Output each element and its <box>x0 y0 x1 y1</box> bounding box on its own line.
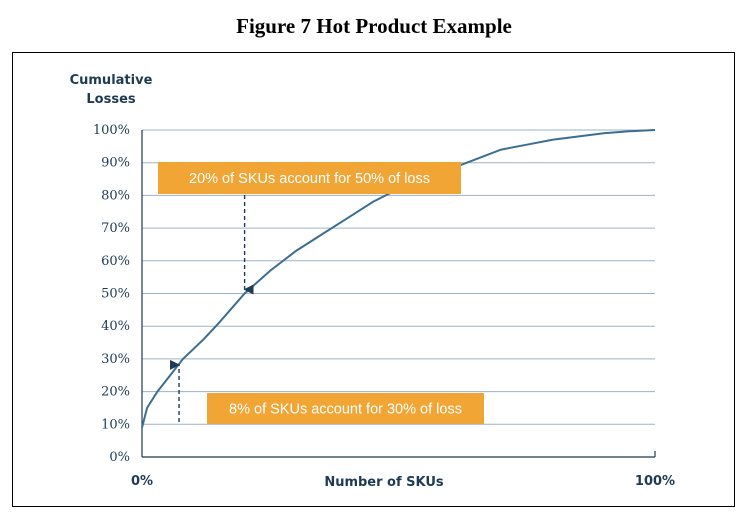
y-tick-label: 80% <box>101 188 130 203</box>
y-tick-label: 20% <box>101 385 130 400</box>
cumulative-loss-line <box>141 129 656 428</box>
y-tick-label: 50% <box>101 287 130 302</box>
x-tick-label: 0% <box>131 474 153 489</box>
x-axis: 0% 100% <box>131 130 675 489</box>
chart-frame <box>12 52 735 507</box>
figure-title: Figure 7 Hot Product Example <box>236 14 512 38</box>
callout-text-top: 20% of SKUs account for 50% of loss <box>189 171 430 187</box>
y-tick-label: 90% <box>101 156 130 171</box>
callout-text-bottom: 8% of SKUs account for 30% of loss <box>229 402 462 418</box>
callout-box-top <box>158 162 461 194</box>
x-tick-label: 100% <box>635 474 675 489</box>
y-tick-labels: 0% 10% 20% 30% 40% 50% 60% 70% 80% 90% 100% <box>93 123 130 465</box>
y-axis-label-line1: Cumulative <box>70 73 153 88</box>
annotations: 20% of SKUs account for 50% of loss 8% of… <box>158 162 484 424</box>
y-tick-label: 60% <box>101 254 130 269</box>
callout-box-bottom <box>207 393 484 424</box>
y-tick-label: 10% <box>101 417 130 432</box>
y-tick-label: 100% <box>93 123 130 138</box>
y-tick-label: 40% <box>101 319 130 334</box>
y-tick-label: 30% <box>101 352 130 367</box>
y-tick-label: 70% <box>101 221 130 236</box>
y-tick-label: 0% <box>109 450 130 465</box>
x-axis-label: Number of SKUs <box>324 475 444 490</box>
y-axis-label-line2: Losses <box>86 92 136 107</box>
